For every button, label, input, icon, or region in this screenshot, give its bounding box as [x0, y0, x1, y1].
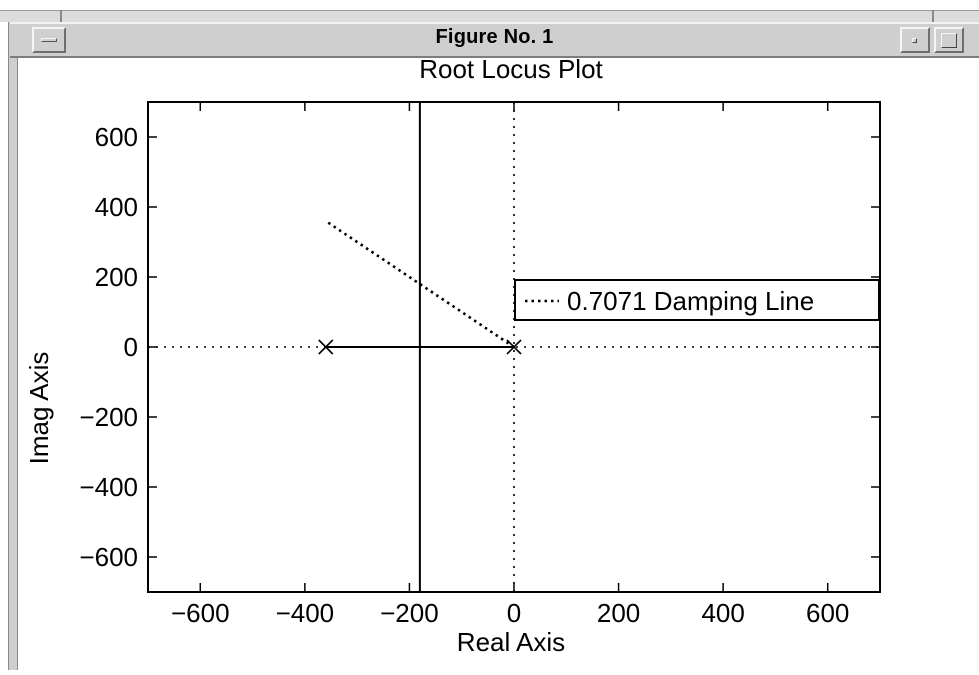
x-axis-label: Real Axis	[457, 627, 565, 657]
menu-bar-icon	[41, 38, 57, 42]
y-tick-label: −400	[79, 472, 138, 502]
y-tick-label: −200	[79, 402, 138, 432]
pole-marker	[506, 339, 522, 355]
y-axis-label: Imag Axis	[24, 352, 54, 465]
x-tick-label: 600	[806, 598, 849, 628]
legend-box	[514, 279, 880, 321]
x-tick-label: −200	[380, 598, 439, 628]
window-titlebar[interactable]: Figure No. 1	[10, 22, 979, 58]
y-tick-label: 0	[124, 332, 138, 362]
damping-line	[325, 219, 515, 349]
pole-marker-stroke	[506, 339, 522, 355]
y-tick-label: 200	[95, 262, 138, 292]
frame-resize-notch-right	[932, 10, 934, 22]
y-tick-label: 400	[95, 192, 138, 222]
plot-area: Root Locus Plot Real Axis Imag Axis −600…	[18, 54, 979, 670]
root-locus-chart: Root Locus Plot Real Axis Imag Axis −600…	[24, 54, 881, 657]
chart-title: Root Locus Plot	[419, 58, 603, 84]
minimize-icon	[912, 38, 917, 43]
frame-resize-notch-left	[60, 10, 62, 22]
window-frame-edge	[0, 0, 2, 670]
x-tick-label: 400	[701, 598, 744, 628]
window-title: Figure No. 1	[435, 26, 554, 48]
plot-layer: −600 −400 −200 0 200 400 600 −600 −400 −200 0 200 40…	[79, 101, 881, 628]
y-tick-label: 600	[95, 122, 138, 152]
pole-marker-stroke	[318, 339, 334, 355]
window-frame-left[interactable]	[8, 22, 18, 670]
legend: 0.7071 Damping Line	[514, 279, 880, 321]
x-tick-label: 200	[597, 598, 640, 628]
window-menu-button[interactable]	[32, 27, 66, 53]
maximize-icon	[941, 33, 957, 48]
x-tick-label: 0	[507, 598, 521, 628]
maximize-button[interactable]	[934, 27, 964, 53]
window-frame-top[interactable]	[0, 10, 979, 22]
pole-marker	[318, 339, 334, 355]
x-tick-label: −400	[276, 598, 335, 628]
x-tick-label: −600	[171, 598, 230, 628]
minimize-button[interactable]	[900, 27, 930, 53]
legend-entry: 0.7071 Damping Line	[567, 286, 814, 316]
y-tick-label: −600	[79, 542, 138, 572]
